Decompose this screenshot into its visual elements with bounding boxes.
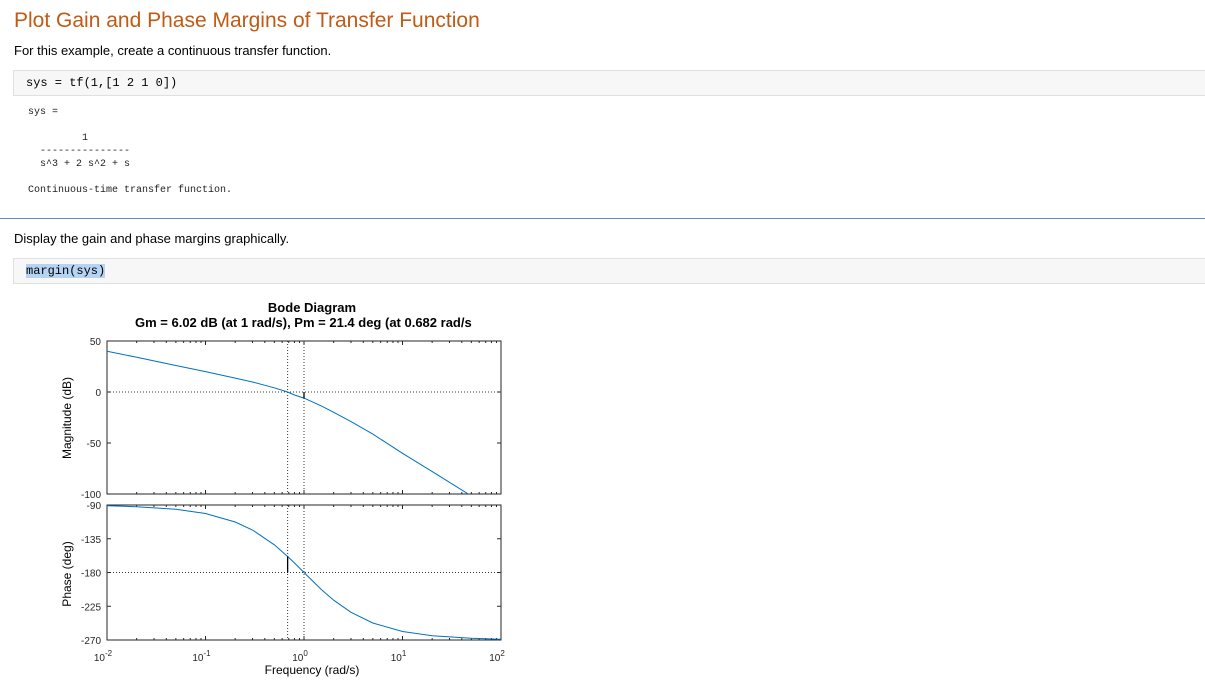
magnitude-axes-box xyxy=(106,340,502,495)
x-tick-label: 101 xyxy=(391,649,407,664)
x-tick-base: 10 xyxy=(94,653,106,664)
output-note: Continuous-time transfer function. xyxy=(28,185,233,196)
magnitude-ylabel: Magnitude (dB) xyxy=(60,377,74,459)
magnitude-plot: 50 0 -50 -100 xyxy=(81,337,502,501)
magnitude-series-line xyxy=(107,350,470,494)
magnitude-ytick-label: -100 xyxy=(81,490,101,501)
x-tick-exponent: -2 xyxy=(105,649,113,658)
phase-series-line xyxy=(107,505,501,640)
code-margin-text[interactable]: margin(sys) xyxy=(26,264,106,278)
x-tick-label: 10-2 xyxy=(94,649,113,664)
magnitude-ytick-label: -50 xyxy=(87,439,102,450)
x-axis-label: Frequency (rad/s) xyxy=(265,663,360,677)
output-denominator: s^3 + 2 s^2 + s xyxy=(40,159,131,170)
x-tick-base: 10 xyxy=(391,653,403,664)
x-tick-label: 102 xyxy=(489,649,505,664)
x-tick-labels: 10-2 10-1 100 101 102 xyxy=(94,649,505,664)
magnitude-ytick-label: 0 xyxy=(95,388,101,399)
x-tick-exponent: 2 xyxy=(500,649,505,658)
x-tick-exponent: 1 xyxy=(402,649,407,658)
code-block-tf[interactable]: sys = tf(1,[1 2 1 0]) xyxy=(13,70,1205,96)
command-output: sys = 1 --------------- s^3 + 2 s^2 + s … xyxy=(28,106,232,197)
x-tick-base: 10 xyxy=(292,653,304,664)
phase-ytick-label: -90 xyxy=(87,501,102,512)
x-tick-base: 10 xyxy=(489,653,501,664)
x-tick-base: 10 xyxy=(192,653,204,664)
x-tick-exponent: -1 xyxy=(204,649,212,658)
intro-text: For this example, create a continuous tr… xyxy=(14,43,332,58)
section-divider xyxy=(0,218,1205,219)
chart-subtitle: Gm = 6.02 dB (at 1 rad/s), Pm = 21.4 deg… xyxy=(135,315,472,330)
x-tick-label: 100 xyxy=(292,649,308,664)
output-numerator: 1 xyxy=(82,133,89,144)
magnitude-ytick-label: 50 xyxy=(90,337,102,348)
phase-ytick-label: -180 xyxy=(81,569,101,580)
phase-ytick-label: -135 xyxy=(81,535,101,546)
x-tick-exponent: 0 xyxy=(303,649,308,658)
code-tf-text[interactable]: sys = tf(1,[1 2 1 0]) xyxy=(26,76,178,90)
phase-ytick-label: -270 xyxy=(81,636,101,647)
code-block-margin[interactable]: margin(sys) xyxy=(13,258,1205,284)
phase-ytick-label: -225 xyxy=(81,602,101,613)
output-lhs: sys = xyxy=(28,107,59,118)
page-title: Plot Gain and Phase Margins of Transfer … xyxy=(14,9,480,32)
para-display-margins: Display the gain and phase margins graph… xyxy=(14,231,290,246)
phase-plot: -90 -135 -180 -225 -270 xyxy=(81,501,502,647)
chart-title: Bode Diagram xyxy=(268,300,356,315)
x-tick-label: 10-1 xyxy=(192,649,211,664)
output-fraction-bar: --------------- xyxy=(40,146,131,157)
phase-ylabel: Phase (deg) xyxy=(60,541,74,606)
